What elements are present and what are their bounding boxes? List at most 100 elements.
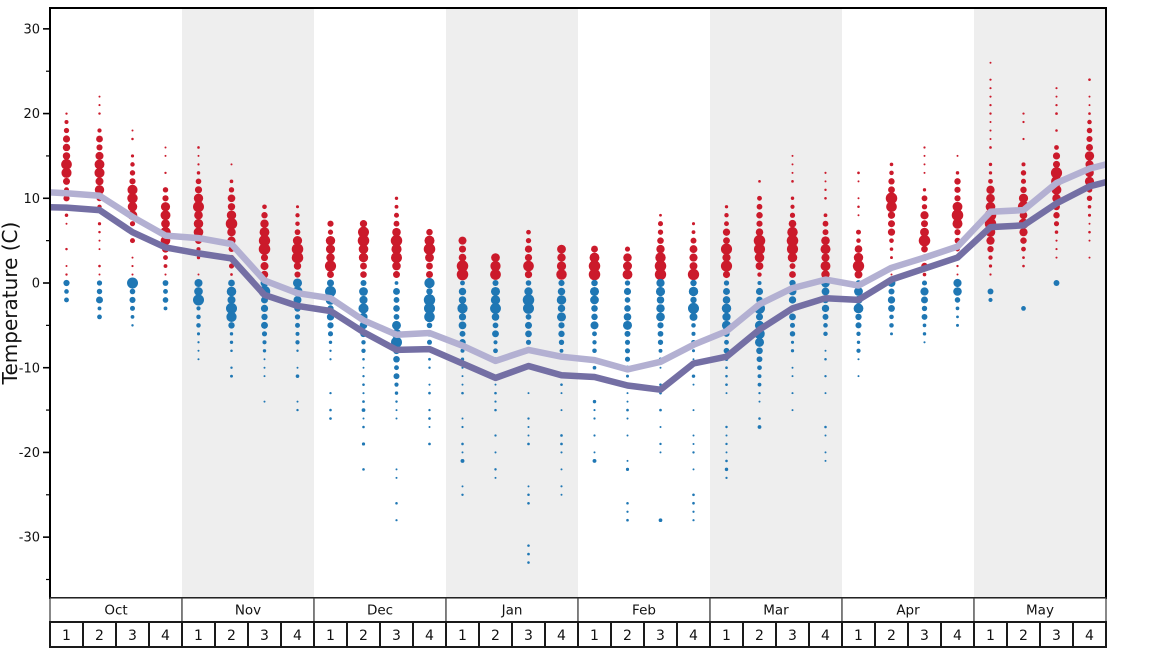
blue-dot bbox=[857, 358, 860, 361]
blue-dot bbox=[424, 311, 435, 323]
blue-dot bbox=[362, 375, 365, 378]
red-dot bbox=[129, 221, 136, 227]
red-dot bbox=[823, 213, 828, 218]
red-dot bbox=[95, 177, 104, 186]
red-dot bbox=[160, 202, 171, 212]
blue-dot bbox=[626, 408, 629, 412]
blue-dot bbox=[493, 348, 498, 354]
blue-dot bbox=[525, 330, 532, 338]
blue-dot bbox=[494, 400, 497, 403]
blue-dot bbox=[527, 417, 530, 420]
week-cell bbox=[775, 621, 810, 648]
blue-dot bbox=[525, 339, 532, 345]
week-dot-column bbox=[357, 220, 370, 471]
week-number-label: 3 bbox=[524, 628, 533, 644]
week-dot-column bbox=[456, 236, 469, 496]
blue-dot bbox=[458, 321, 467, 330]
blue-dot bbox=[362, 400, 365, 403]
blue-dot bbox=[461, 375, 464, 378]
blue-dot bbox=[428, 357, 431, 361]
blue-dot bbox=[887, 296, 896, 304]
blue-dot bbox=[988, 297, 993, 303]
red-dot bbox=[657, 237, 664, 244]
blue-dot bbox=[527, 493, 530, 497]
blue-dot bbox=[557, 287, 566, 296]
blue-dot bbox=[525, 314, 532, 320]
red-dot bbox=[1019, 228, 1028, 237]
blue-dot bbox=[725, 383, 728, 386]
y-tick-label: 10 bbox=[23, 192, 40, 207]
red-dot bbox=[755, 262, 764, 270]
red-dot bbox=[790, 196, 795, 201]
red-dot bbox=[64, 213, 69, 217]
month-band bbox=[446, 8, 578, 598]
red-dot bbox=[1052, 160, 1061, 168]
red-dot bbox=[857, 214, 860, 217]
week-axis-row: 1 2 3 4 1 2 3 4 1 2 3 4 1 2 3 4 1 2 3 4 1 2 3 4 1 2 3 4 1 2 3 4 bbox=[49, 621, 1107, 648]
week-number-label: 4 bbox=[689, 628, 698, 644]
red-dot bbox=[920, 211, 929, 220]
blue-dot bbox=[196, 314, 201, 320]
blue-dot bbox=[428, 442, 431, 446]
blue-dot bbox=[460, 458, 465, 463]
week-number-label: 1 bbox=[194, 628, 203, 644]
red-dot bbox=[1055, 248, 1058, 251]
blue-dot bbox=[329, 391, 332, 395]
red-dot bbox=[63, 127, 70, 134]
blue-dot bbox=[395, 519, 398, 522]
blue-dot bbox=[426, 288, 433, 295]
red-dot bbox=[1052, 152, 1061, 160]
red-dot bbox=[988, 255, 993, 260]
week-number-label: 4 bbox=[293, 628, 302, 644]
blue-dot bbox=[461, 425, 464, 429]
red-dot bbox=[921, 245, 928, 253]
red-dot bbox=[857, 197, 860, 200]
red-dot bbox=[622, 261, 633, 271]
blue-dot bbox=[263, 375, 266, 378]
red-dot bbox=[98, 239, 101, 242]
red-dot bbox=[824, 196, 827, 200]
blue-dot bbox=[725, 434, 728, 437]
red-dot bbox=[656, 244, 665, 254]
blue-dot bbox=[757, 365, 762, 371]
red-dot bbox=[988, 178, 993, 184]
red-dot bbox=[294, 229, 301, 236]
blue-dot bbox=[428, 408, 431, 412]
red-dot bbox=[1055, 239, 1058, 242]
blue-dot bbox=[758, 391, 761, 395]
red-dot bbox=[791, 154, 794, 157]
red-dot bbox=[97, 222, 102, 226]
blue-dot bbox=[824, 392, 827, 395]
month-label: Mar bbox=[763, 603, 789, 619]
red-dot bbox=[129, 178, 136, 185]
red-dot bbox=[195, 178, 202, 185]
blue-dot bbox=[922, 323, 927, 328]
blue-dot bbox=[691, 323, 696, 328]
red-dot bbox=[989, 146, 992, 149]
week-cell bbox=[214, 621, 249, 648]
week-dot-column bbox=[687, 222, 700, 522]
month-axis-row: Oct Nov Dec Jan Feb Mar Apr May bbox=[49, 597, 1107, 623]
red-dot bbox=[724, 205, 729, 209]
blue-dot bbox=[1053, 280, 1060, 286]
red-dot bbox=[160, 210, 171, 221]
red-dot bbox=[791, 163, 794, 166]
red-dot bbox=[654, 268, 667, 281]
week-number-label: 2 bbox=[755, 628, 764, 644]
red-dot bbox=[1087, 204, 1092, 209]
red-dot bbox=[723, 237, 730, 245]
blue-dot bbox=[194, 287, 203, 296]
red-dot bbox=[1055, 256, 1058, 259]
red-dot bbox=[954, 229, 961, 236]
blue-dot bbox=[657, 322, 664, 329]
blue-dot bbox=[229, 340, 234, 344]
red-dot bbox=[789, 263, 796, 270]
month-label: Oct bbox=[104, 603, 127, 619]
red-dot bbox=[755, 228, 764, 236]
red-dot bbox=[786, 234, 799, 247]
month-shading-bands bbox=[182, 8, 1106, 598]
red-dot bbox=[98, 95, 101, 98]
blue-dot bbox=[394, 391, 399, 395]
blue-dot bbox=[853, 303, 864, 314]
red-dot bbox=[854, 270, 863, 279]
